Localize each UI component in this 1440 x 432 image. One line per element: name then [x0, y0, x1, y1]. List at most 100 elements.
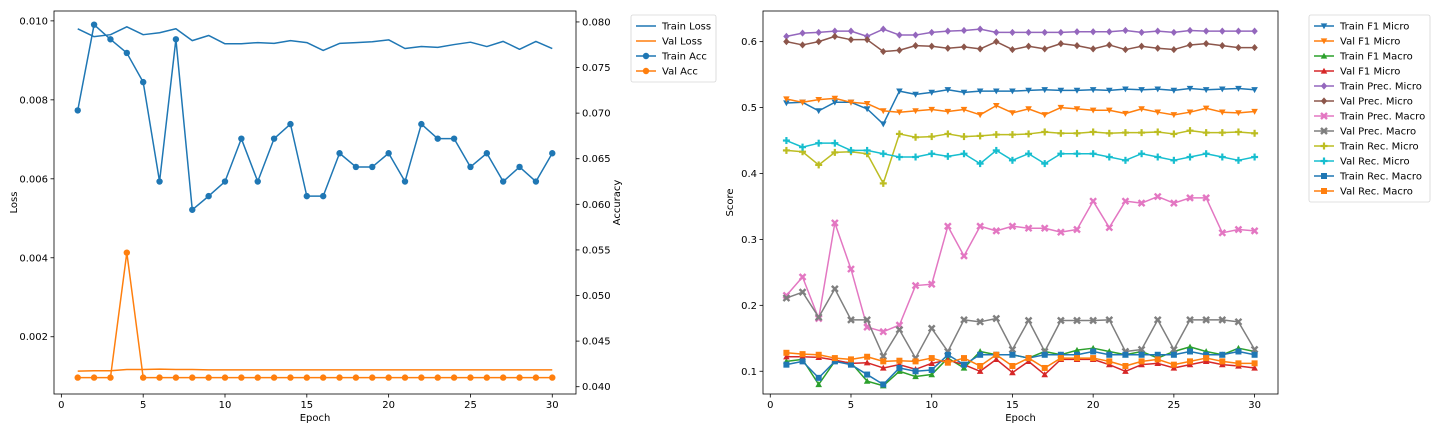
- score-point-val-f1-micro: [1122, 367, 1129, 374]
- score-point-val-rec-micro: [1089, 150, 1097, 158]
- score-y-tick-label: 0.1: [741, 367, 757, 378]
- score-legend-marker: [1320, 38, 1328, 45]
- score-legend-marker: [1320, 52, 1328, 59]
- score-point-val-rec-micro: [1170, 156, 1178, 164]
- score-point-val-rec-macro: [1122, 362, 1129, 369]
- score-legend-label: Train F1 Micro: [1339, 22, 1409, 33]
- score-point-train-rec-micro: [992, 131, 1000, 139]
- score-point-val-prec-micro: [1009, 45, 1016, 54]
- score-point-train-f1-micro: [1219, 86, 1226, 93]
- score-point-val-rec-micro: [1154, 153, 1162, 161]
- score-point-train-f1-micro: [863, 106, 871, 113]
- score-point-val-prec-micro: [928, 42, 935, 50]
- score-point-val-prec-macro: [1186, 315, 1194, 324]
- score-point-train-f1-micro: [1138, 87, 1145, 94]
- loss-acc-y2-tick-label: 0.055: [582, 245, 611, 256]
- loss-acc-x-tick-label: 25: [464, 400, 477, 411]
- score-point-train-rec-macro: [1090, 348, 1097, 355]
- loss-acc-line-train-acc: [76, 23, 553, 211]
- loss-acc-point-val-acc: [450, 374, 458, 381]
- loss-acc-y2-tick-label: 0.080: [582, 17, 611, 28]
- loss-acc-point-train-acc: [319, 192, 327, 200]
- score-point-val-f1-micro: [1057, 104, 1065, 111]
- score-point-train-f1-micro: [831, 99, 839, 106]
- loss-acc-legend-label: Val Loss: [662, 37, 702, 48]
- score-y-tick-label: 0.6: [741, 37, 757, 48]
- score-x-tick-label: 0: [767, 400, 773, 411]
- score-point-train-f1-micro: [783, 100, 790, 107]
- score-point-train-rec-macro: [977, 351, 984, 358]
- score-point-val-prec-micro: [1089, 45, 1097, 53]
- score-point-train-rec-micro: [1186, 127, 1194, 135]
- loss-acc-legend-item-train-acc: Train Acc: [636, 52, 707, 63]
- score-legend-marker: [1320, 157, 1328, 165]
- score-point-train-rec-macro: [799, 358, 806, 365]
- score-point-val-f1-micro: [1251, 364, 1258, 371]
- score-legend-item-train-f1-micro: Train F1 Micro: [1314, 22, 1409, 33]
- score-point-val-prec-micro: [1235, 43, 1242, 52]
- loss-acc-point-train-acc: [385, 150, 392, 157]
- score-point-train-rec-micro: [815, 161, 823, 169]
- score-series-val-prec-micro: [783, 32, 1258, 56]
- score-point-val-f1-micro: [1202, 105, 1210, 112]
- score-point-val-rec-micro: [847, 146, 855, 154]
- score-point-train-f1-micro: [1057, 87, 1065, 94]
- score-point-val-rec-macro: [847, 356, 854, 363]
- score-point-train-rec-micro: [1251, 129, 1259, 137]
- score-point-train-prec-macro: [1202, 194, 1211, 202]
- score-point-val-prec-macro: [1105, 315, 1114, 324]
- score-point-val-prec-micro: [863, 36, 871, 44]
- score-point-val-prec-micro: [976, 45, 984, 53]
- score-point-val-f1-micro: [799, 99, 806, 106]
- loss-acc-y-tick-label: 0.002: [19, 332, 48, 343]
- score-legend-label: Val F1 Micro: [1340, 67, 1400, 78]
- score-point-train-rec-macro: [1074, 351, 1081, 358]
- score-legend-item-train-prec-micro: Train Prec. Micro: [1314, 82, 1422, 93]
- score-point-train-f1-micro: [1235, 85, 1242, 92]
- score-point-val-f1-micro: [1122, 110, 1129, 117]
- score-point-train-prec-macro: [944, 222, 952, 231]
- score-point-val-f1-micro: [960, 106, 968, 113]
- score-point-train-f1-micro: [815, 108, 822, 115]
- score-point-val-f1-micro: [1041, 371, 1049, 378]
- score-point-train-prec-micro: [799, 29, 806, 37]
- score-point-val-f1-micro: [815, 97, 822, 103]
- score-point-train-f1-macro: [912, 373, 919, 380]
- score-point-val-prec-micro: [831, 32, 839, 40]
- score-chart: 0 5 10 15 20 25 30 0.1 0.2 0.3 0.4 0.5 0.6 Epoch Score…: [725, 10, 1431, 424]
- score-point-val-rec-micro: [831, 139, 839, 147]
- score-point-train-prec-micro: [912, 31, 919, 39]
- score-point-val-f1-micro: [1235, 110, 1242, 117]
- loss-acc-point-val-acc: [516, 374, 523, 381]
- score-point-val-prec-micro: [944, 44, 952, 52]
- score-point-train-rec-macro: [783, 361, 790, 368]
- score-point-train-prec-micro: [831, 27, 839, 35]
- loss-acc-y2-tick-label: 0.065: [582, 154, 611, 165]
- score-x-tick-label: 5: [848, 400, 854, 411]
- loss-acc-line-train-loss: [77, 26, 553, 52]
- score-legend-label: Val Prec. Macro: [1340, 127, 1416, 138]
- score-point-val-prec-micro: [993, 38, 1000, 46]
- score-series-val-prec-macro: [782, 285, 1259, 362]
- loss-acc-point-train-acc: [499, 178, 507, 185]
- loss-acc-point-train-acc: [336, 150, 343, 157]
- score-point-train-rec-macro: [1041, 351, 1048, 358]
- score-point-val-rec-macro: [1009, 362, 1016, 369]
- score-point-val-prec-micro: [912, 42, 919, 50]
- loss-acc-point-train-acc: [450, 135, 458, 142]
- score-point-train-prec-macro: [1040, 224, 1049, 233]
- loss-acc-point-val-acc: [467, 374, 474, 381]
- score-point-train-rec-macro: [1203, 351, 1210, 358]
- loss-acc-point-train-acc: [107, 36, 114, 43]
- score-point-train-prec-micro: [1219, 27, 1226, 35]
- score-series-val-f1-micro: [783, 95, 1258, 119]
- score-point-train-f1-micro: [1186, 85, 1194, 92]
- score-point-val-rec-macro: [1170, 361, 1177, 368]
- score-legend-item-train-rec-micro: Train Rec. Micro: [1314, 142, 1419, 153]
- score-point-val-prec-macro: [847, 315, 855, 324]
- score-point-train-rec-macro: [1106, 351, 1113, 358]
- score-line-val-prec-macro: [786, 288, 1256, 359]
- score-point-val-f1-micro: [1041, 112, 1049, 119]
- score-point-train-prec-macro: [1186, 194, 1194, 202]
- score-point-train-prec-micro: [1122, 26, 1129, 35]
